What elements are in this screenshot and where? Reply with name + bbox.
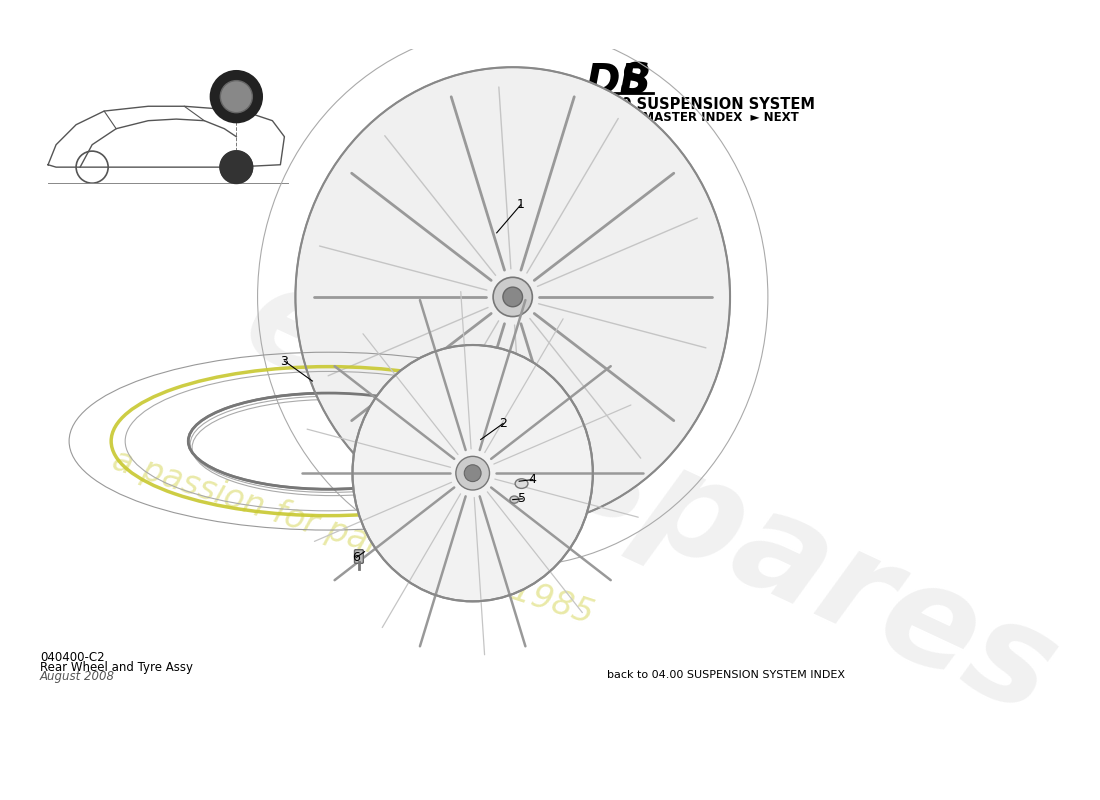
FancyBboxPatch shape — [354, 550, 363, 563]
Circle shape — [455, 456, 490, 490]
Text: Rear Wheel and Tyre Assy: Rear Wheel and Tyre Assy — [40, 661, 194, 674]
Text: DB: DB — [585, 61, 651, 102]
Circle shape — [464, 465, 481, 482]
Text: 04.00 SUSPENSION SYSTEM: 04.00 SUSPENSION SYSTEM — [585, 97, 815, 112]
Text: 2: 2 — [499, 417, 507, 430]
Text: S: S — [619, 61, 649, 102]
Text: eurospares: eurospares — [224, 250, 1077, 744]
Text: 4: 4 — [529, 473, 537, 486]
Text: back to 04.00 SUSPENSION SYSTEM INDEX: back to 04.00 SUSPENSION SYSTEM INDEX — [607, 670, 845, 680]
Circle shape — [220, 151, 252, 183]
Ellipse shape — [352, 345, 593, 602]
Circle shape — [493, 278, 532, 317]
Text: 5: 5 — [518, 492, 526, 506]
Ellipse shape — [515, 478, 528, 489]
Text: 3: 3 — [280, 354, 288, 367]
Ellipse shape — [510, 496, 519, 503]
Text: 6: 6 — [353, 551, 361, 564]
Text: 1: 1 — [517, 198, 525, 211]
Text: August 2008: August 2008 — [40, 670, 116, 683]
Circle shape — [211, 71, 262, 122]
Text: a passion for parts since 1985: a passion for parts since 1985 — [108, 444, 597, 631]
Ellipse shape — [296, 67, 730, 526]
Circle shape — [503, 287, 522, 306]
Text: 040400-C2: 040400-C2 — [40, 651, 104, 664]
Circle shape — [220, 81, 252, 113]
Text: BACK ◄  MASTER INDEX  ► NEXT: BACK ◄ MASTER INDEX ► NEXT — [585, 111, 799, 124]
